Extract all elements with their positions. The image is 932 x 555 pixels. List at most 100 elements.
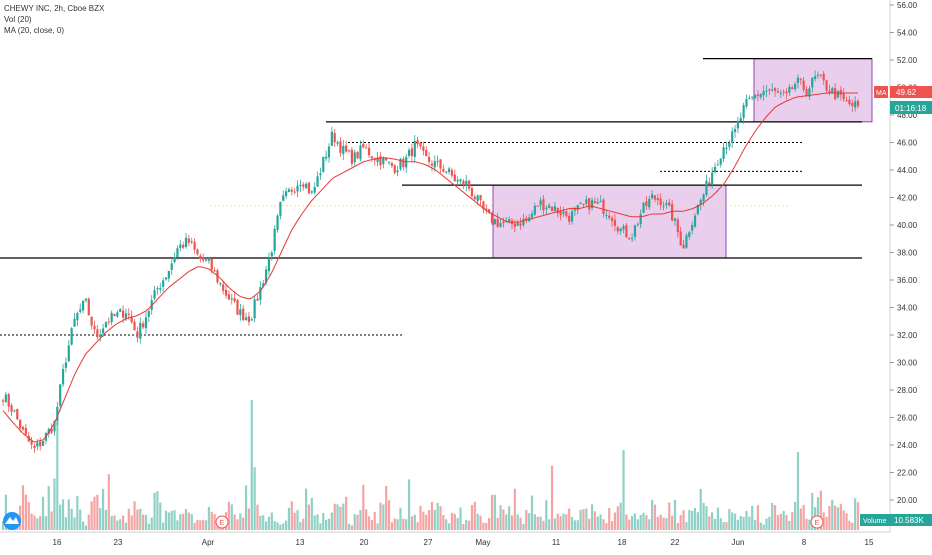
candle-body (702, 194, 705, 202)
candle-body (848, 99, 851, 105)
candle-body (548, 205, 551, 208)
volume-bar (147, 523, 150, 530)
volume-bar (313, 515, 316, 530)
volume-bar (253, 467, 256, 530)
volume-bar (582, 509, 585, 530)
volume-bar (402, 518, 405, 530)
candle-body (742, 105, 745, 118)
volume-bar (802, 505, 805, 530)
earnings-marker-2[interactable]: E (810, 515, 824, 529)
volume-bar (851, 522, 854, 530)
candle-body (711, 172, 714, 185)
volume-bar (319, 523, 322, 530)
candle-body (7, 394, 10, 407)
candle-body (70, 328, 73, 345)
candle-body (413, 140, 416, 157)
candle-body (93, 325, 96, 330)
volume-bar (499, 505, 502, 530)
volume-bar (76, 496, 79, 530)
candle-body (648, 198, 651, 208)
candle-body (385, 158, 388, 161)
price-tick-label: 26.00 (897, 414, 918, 423)
candle-body (33, 445, 36, 449)
volume-bar (196, 519, 199, 530)
volume-bar (405, 519, 408, 530)
legend-volume[interactable]: Vol (20) (4, 15, 32, 24)
volume-bar (184, 508, 188, 530)
volume-bar (367, 516, 371, 530)
candle-body (267, 257, 271, 272)
candle-body (516, 223, 519, 226)
price-tick-label: 30.00 (897, 359, 918, 368)
candle-body (699, 199, 702, 205)
volume-bar (602, 519, 605, 530)
volume-bar (748, 516, 751, 530)
volume-bar (522, 523, 525, 530)
candle-body (819, 74, 822, 76)
volume-bar (493, 494, 496, 530)
price-tick-label: 42.00 (897, 194, 918, 203)
candle-body (242, 308, 245, 320)
candle-body (553, 206, 556, 211)
volume-bar (831, 499, 834, 530)
candle-body (422, 146, 425, 151)
volume-bar (67, 499, 70, 530)
candle-body (705, 180, 708, 196)
volume-bar (242, 517, 245, 530)
candle-body (799, 79, 802, 81)
volume-bar (548, 519, 551, 530)
volume-bar (342, 503, 345, 530)
volume-bar (427, 510, 431, 530)
candle-body (224, 289, 228, 296)
candle-body (599, 200, 602, 203)
volume-bar (845, 513, 848, 530)
candle-body (688, 232, 691, 237)
price-tick-label: 44.00 (897, 166, 918, 175)
earnings-marker-text: E (815, 520, 820, 527)
volume-bar (691, 510, 694, 530)
volume-bar (293, 512, 296, 530)
volume-bar (256, 504, 259, 530)
earnings-marker-text: E (220, 520, 225, 527)
candle-body (116, 312, 119, 317)
candle-body (162, 280, 165, 287)
volume-bar (373, 511, 376, 530)
volume-bar (722, 522, 725, 530)
legend-ma[interactable]: MA (20, close, 0) (4, 26, 65, 35)
candle-body (359, 145, 362, 160)
volume-bar (130, 515, 133, 530)
candle-body (133, 321, 136, 331)
candle-body (99, 334, 102, 337)
candle-body (393, 165, 396, 173)
volume-bar (488, 518, 491, 530)
volume-bar (842, 510, 845, 530)
candle-body (753, 94, 757, 99)
volume-bar (339, 506, 342, 530)
candle-body (593, 201, 597, 204)
volume-bar (119, 519, 122, 530)
candle-body (556, 207, 559, 214)
volume-bar (70, 508, 73, 530)
volume-bar (811, 492, 814, 530)
candle-body (496, 219, 499, 227)
legend-symbol[interactable]: CHEWY INC, 2h, Cboe BZX (4, 4, 105, 13)
volume-bar (445, 519, 448, 530)
volume-bar (122, 515, 125, 530)
candle-body (167, 270, 170, 279)
chart-legend: CHEWY INC, 2h, Cboe BZX Vol (20) MA (20,… (4, 3, 104, 36)
ma-value-badge (890, 86, 932, 98)
volume-bar (562, 513, 565, 530)
volume-bar (536, 516, 539, 530)
earnings-marker-1[interactable]: E (215, 515, 229, 529)
candle-body (207, 257, 210, 261)
candle-body (439, 159, 442, 169)
volume-bar (436, 502, 439, 530)
candle-body (410, 148, 414, 157)
candle-body (284, 191, 288, 197)
candle-body (476, 195, 479, 202)
candle-body (325, 156, 328, 159)
candle-body (796, 77, 800, 83)
volume-bar (530, 495, 534, 530)
